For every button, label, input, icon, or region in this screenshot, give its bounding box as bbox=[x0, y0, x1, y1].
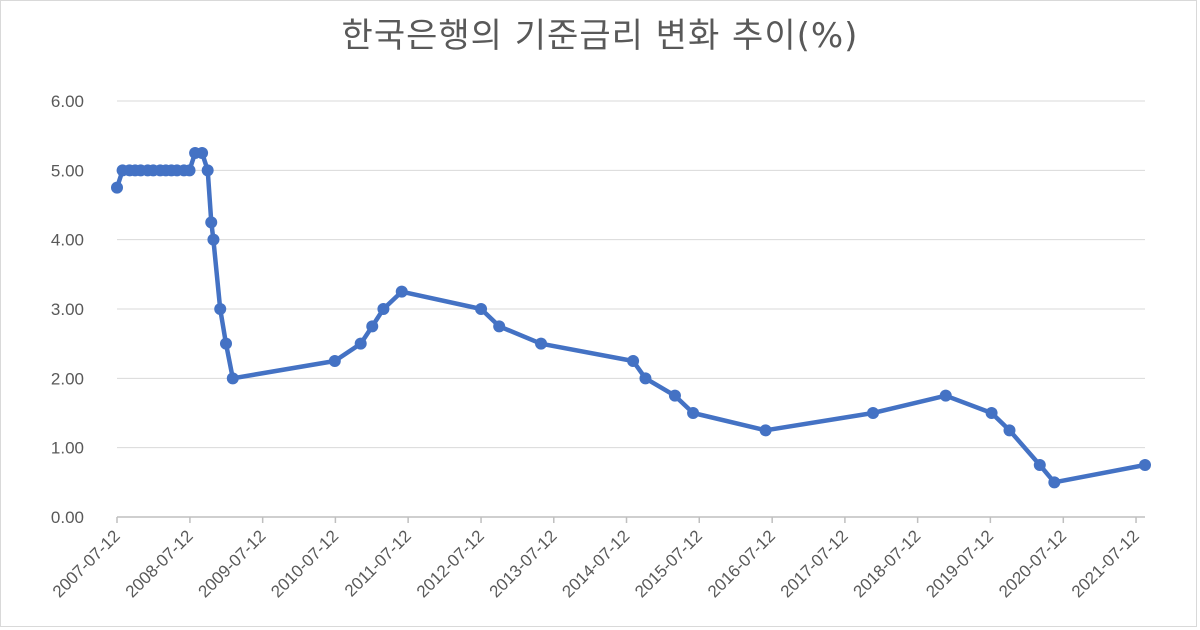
data-point bbox=[687, 407, 700, 419]
data-point bbox=[493, 320, 506, 333]
data-point bbox=[985, 407, 998, 419]
data-point bbox=[207, 233, 220, 246]
data-point bbox=[1048, 476, 1061, 489]
x-tick-label: 2014-07-12 bbox=[558, 526, 633, 601]
data-point bbox=[201, 164, 214, 177]
data-point bbox=[939, 389, 952, 402]
data-point bbox=[366, 320, 379, 333]
data-point bbox=[867, 407, 880, 419]
data-point bbox=[639, 372, 652, 385]
x-tick-label: 2016-07-12 bbox=[704, 526, 779, 601]
data-point bbox=[668, 389, 681, 402]
x-tick-label: 2009-07-12 bbox=[195, 526, 270, 601]
x-tick-label: 2018-07-12 bbox=[850, 526, 925, 601]
y-tick-label: 0.00 bbox=[51, 508, 84, 527]
data-point bbox=[205, 216, 218, 229]
data-point bbox=[377, 303, 390, 315]
x-tick-label: 2021-07-12 bbox=[1068, 526, 1143, 601]
x-tick-label: 2008-07-12 bbox=[122, 526, 197, 601]
y-tick-label: 6.00 bbox=[51, 92, 84, 111]
x-tick-label: 2015-07-12 bbox=[631, 526, 706, 601]
y-tick-label: 4.00 bbox=[51, 231, 84, 250]
x-tick-label: 2012-07-12 bbox=[413, 526, 488, 601]
y-tick-label: 5.00 bbox=[51, 161, 84, 180]
y-tick-label: 1.00 bbox=[51, 439, 84, 458]
x-tick-label: 2010-07-12 bbox=[267, 526, 342, 601]
data-point bbox=[196, 147, 209, 159]
data-point bbox=[214, 303, 227, 315]
data-point bbox=[535, 337, 548, 350]
data-point bbox=[1139, 459, 1151, 471]
x-tick-label: 2020-07-12 bbox=[995, 526, 1070, 601]
data-point bbox=[627, 355, 640, 367]
data-point bbox=[475, 303, 488, 315]
data-point bbox=[354, 337, 367, 350]
x-tick-label: 2007-07-12 bbox=[49, 526, 124, 601]
x-tick-label: 2011-07-12 bbox=[341, 526, 415, 600]
data-point bbox=[219, 337, 232, 350]
data-point bbox=[226, 372, 239, 385]
data-point bbox=[1033, 459, 1046, 471]
x-tick-label: 2017-07-12 bbox=[777, 526, 852, 601]
x-tick-label: 2013-07-12 bbox=[486, 526, 561, 601]
chart-title: 한국은행의 기준금리 변화 추이(%) bbox=[341, 16, 859, 56]
x-tick-label: 2019-07-12 bbox=[922, 526, 997, 601]
data-point bbox=[111, 181, 123, 194]
data-point bbox=[759, 424, 772, 437]
data-point bbox=[1003, 424, 1016, 437]
series-line bbox=[114, 150, 1148, 485]
data-point bbox=[328, 355, 341, 367]
y-tick-label: 2.00 bbox=[51, 369, 84, 388]
y-tick-label: 3.00 bbox=[51, 300, 84, 319]
data-point bbox=[183, 164, 196, 177]
data-point bbox=[395, 285, 408, 298]
